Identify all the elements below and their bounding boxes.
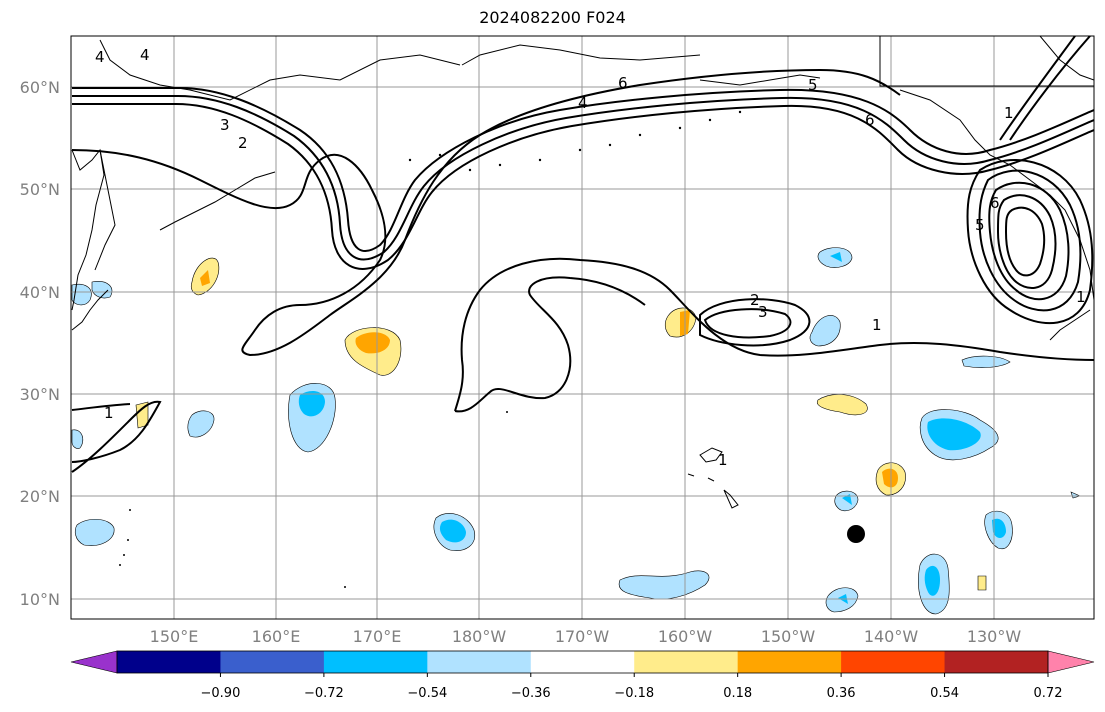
colorbar-segment xyxy=(117,651,221,673)
lon-label: 170°E xyxy=(353,627,402,646)
colorbar-segment xyxy=(841,651,946,673)
colorbar-ticks: −0.90 −0.72 −0.54 −0.36 −0.18 0.18 0.36 0.54 0.7… xyxy=(201,673,1063,701)
colorbar-tick-label: −0.54 xyxy=(407,686,447,701)
colorbar-extend-high xyxy=(1047,650,1095,674)
lon-label: 170°W xyxy=(555,627,610,646)
contour-label: 6 xyxy=(618,74,628,92)
lon-label: 160°E xyxy=(252,627,301,646)
contour-label: 6 xyxy=(990,194,1000,212)
contour-label: 3 xyxy=(220,116,230,134)
contour-label: 4 xyxy=(578,94,588,112)
colorbar-tick-label: −0.36 xyxy=(511,686,551,701)
lon-label: 160°W xyxy=(658,627,713,646)
lon-label: 140°W xyxy=(864,627,919,646)
colorbar-tick-label: −0.90 xyxy=(201,686,241,701)
contour-lines xyxy=(71,36,1094,473)
lon-label: 180°W xyxy=(452,627,507,646)
contour-label: 4 xyxy=(140,46,150,64)
colorbar-tick-label: 0.18 xyxy=(723,686,752,701)
gridlines xyxy=(71,36,1094,619)
colorbar-tick-label: −0.72 xyxy=(304,686,344,701)
contour-label: 6 xyxy=(865,111,875,129)
lon-label: 150°E xyxy=(150,627,199,646)
lat-label: 10°N xyxy=(20,590,60,609)
island-chains xyxy=(119,110,742,588)
lat-label: 50°N xyxy=(20,180,60,199)
contour-label: 2 xyxy=(238,134,248,152)
map-title: 2024082200 F024 xyxy=(479,8,626,27)
contour-label: 1 xyxy=(1076,288,1086,306)
lon-label: 150°W xyxy=(761,627,816,646)
contour-labels: 4 4 3 2 4 6 6 6 5 5 2 3 1 1 1 1 1 xyxy=(95,46,1086,469)
colorbar-segment xyxy=(634,651,739,673)
contour-label: 5 xyxy=(975,216,985,234)
lat-label: 60°N xyxy=(20,78,60,97)
contour-label: 2 xyxy=(750,291,760,309)
colorbar-segment xyxy=(530,651,635,673)
lat-label: 20°N xyxy=(20,487,60,506)
colorbar-tick-label: 0.72 xyxy=(1034,686,1063,701)
colorbar-tick-label: 0.54 xyxy=(930,686,959,701)
contour-label: 3 xyxy=(758,303,768,321)
contour-label: 4 xyxy=(95,48,105,66)
colorbar-segment xyxy=(323,651,428,673)
lon-label: 130°W xyxy=(967,627,1022,646)
contour-label: 1 xyxy=(718,451,728,469)
colorbar-segment xyxy=(220,651,325,673)
lat-label: 30°N xyxy=(20,385,60,404)
colorbar-segment xyxy=(737,651,842,673)
location-marker xyxy=(847,525,865,543)
colorbar-frame xyxy=(116,650,1049,674)
map-frame xyxy=(70,35,1095,620)
colorbar: −0.90 −0.72 −0.54 −0.36 −0.18 0.18 0.36 0.54 0.7… xyxy=(70,650,1095,701)
coastlines xyxy=(71,36,1094,509)
colorbar-tick-label: −0.18 xyxy=(614,686,654,701)
lon-axis: 150°E 160°E 170°E 180°W 170°W 160°W 150°… xyxy=(150,627,1022,646)
lat-axis: 60°N 50°N 40°N 30°N 20°N 10°N xyxy=(20,78,60,609)
contour-label: 1 xyxy=(104,404,114,422)
colorbar-segment xyxy=(944,651,1049,673)
colorbar-segments xyxy=(117,651,1049,673)
contour-label: 1 xyxy=(1004,104,1014,122)
contour-label: 5 xyxy=(808,76,818,94)
anomaly-shading xyxy=(71,247,1081,615)
colorbar-extend-low xyxy=(70,650,118,674)
lat-label: 40°N xyxy=(20,283,60,302)
colorbar-tick-label: 0.36 xyxy=(827,686,856,701)
contour-label: 1 xyxy=(872,316,882,334)
colorbar-segment xyxy=(427,651,532,673)
